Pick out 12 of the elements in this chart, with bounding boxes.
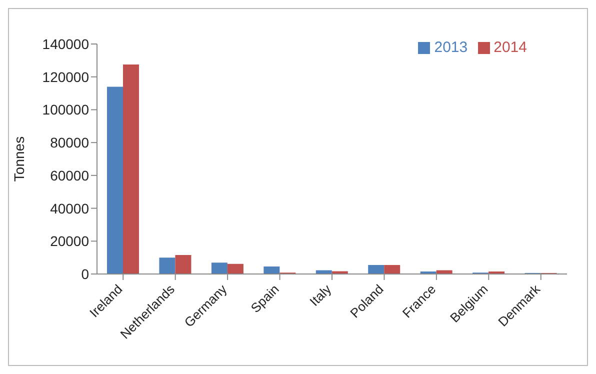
y-tick-label: 0 <box>81 266 90 282</box>
y-axis-title: Tonnes <box>10 136 27 182</box>
y-tick-label: 60000 <box>50 167 90 184</box>
legend-label: 2013 <box>434 39 468 56</box>
legend-label: 2014 <box>494 39 527 56</box>
y-tick-label: 120000 <box>42 68 90 85</box>
y-tick-label: 100000 <box>42 102 90 118</box>
x-tick-label: Italy <box>306 281 334 309</box>
y-tick-label: 140000 <box>42 36 90 52</box>
y-tick-label: 40000 <box>50 200 90 216</box>
y-tick-label: 20000 <box>50 233 90 250</box>
y-tick-label: 80000 <box>50 134 90 151</box>
